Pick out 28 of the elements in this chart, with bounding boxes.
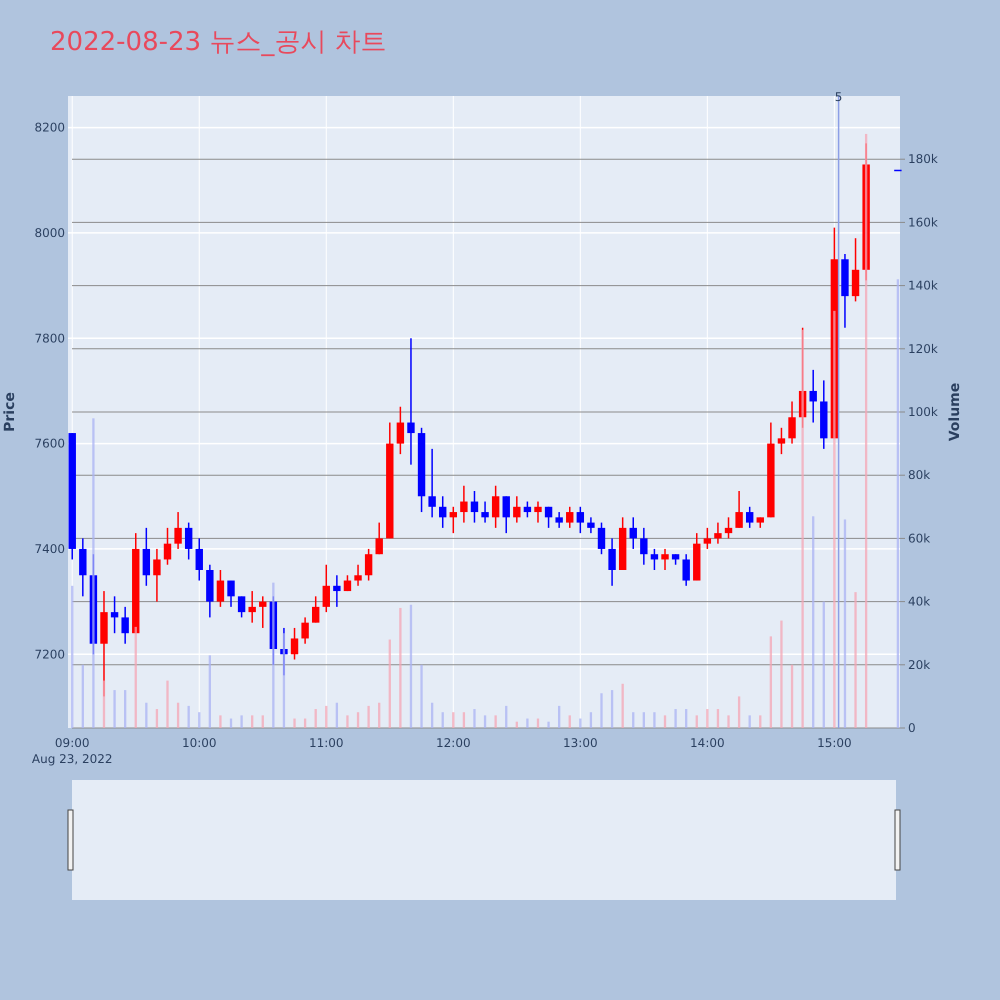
x-tick-label: 10:00 xyxy=(182,736,217,750)
y-tick-label: 8000 xyxy=(34,226,65,240)
y-tick-label: 7600 xyxy=(34,436,65,451)
y2-tick-label: 40k xyxy=(908,594,930,609)
text: Aug 23, 2022 xyxy=(32,752,113,766)
y-tick-label: 7200 xyxy=(34,647,65,662)
x-tick-label: 15:00 xyxy=(817,736,852,750)
y2-tick-label: 60k xyxy=(908,531,930,546)
y-tick-label: 8200 xyxy=(34,120,65,135)
y2-tick-label: 20k xyxy=(908,658,930,672)
y2-tick-label: 140k xyxy=(908,278,938,293)
x-tick-label: 14:00 xyxy=(690,736,725,750)
y2-axis-title: Volume xyxy=(947,382,963,442)
y2-tick-label: 180k xyxy=(908,152,938,166)
y2-tick-label: 120k xyxy=(908,342,938,356)
x-tick-label: 09:00 xyxy=(54,736,90,750)
y2-tick-label: 100k xyxy=(908,405,938,419)
chart-title: 2022-08-23 뉴스_공시 차트 xyxy=(50,27,387,57)
y2-tick-label: 160k xyxy=(908,215,938,230)
y-tick-label: 7800 xyxy=(34,331,65,346)
y-tick-label: 7400 xyxy=(34,542,65,556)
x-tick-label: 12:00 xyxy=(436,736,471,750)
y2-tick-label: 80k xyxy=(908,468,930,482)
y-axis-title: Price xyxy=(2,392,18,432)
x-tick-label: 11:00 xyxy=(308,736,344,750)
ref-line-label: 5 xyxy=(834,90,842,104)
x-tick-label: 13:00 xyxy=(563,736,598,750)
y2-tick-label: 0 xyxy=(908,721,916,735)
